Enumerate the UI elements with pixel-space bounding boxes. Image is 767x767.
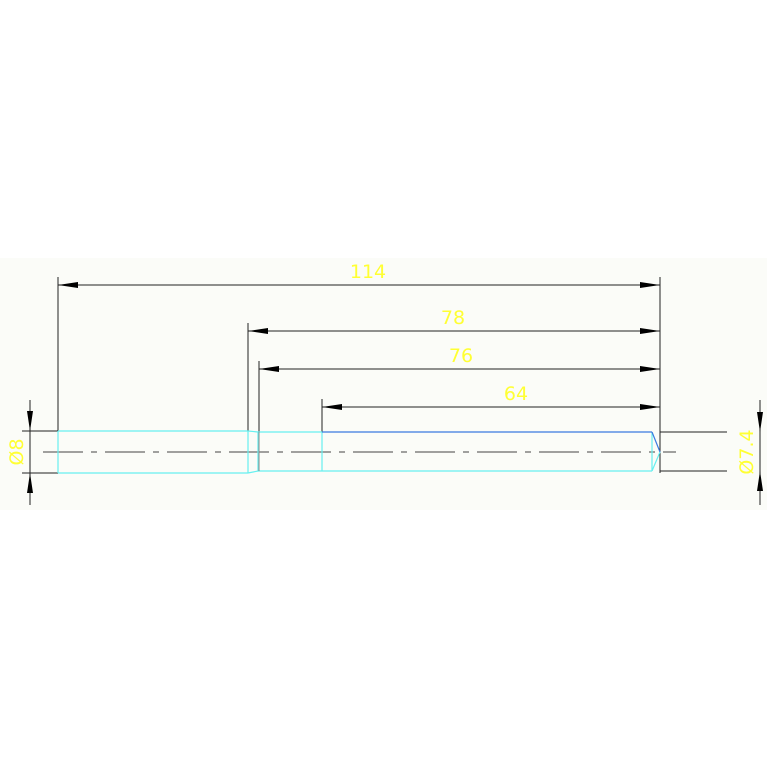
background-band [0, 258, 767, 510]
arrowheads [27, 282, 763, 493]
dim-114: 114 [350, 261, 386, 283]
shaft-outline [57, 430, 661, 474]
dim-left-diameter: Ø8 [6, 438, 28, 465]
shaft-edge-blue [322, 431, 661, 453]
dimension-lines [58, 284, 660, 408]
dim-right-diameter: Ø7.4 [736, 429, 758, 474]
dim-64: 64 [504, 383, 528, 405]
dim-78: 78 [441, 307, 465, 329]
dim-76: 76 [449, 345, 473, 367]
